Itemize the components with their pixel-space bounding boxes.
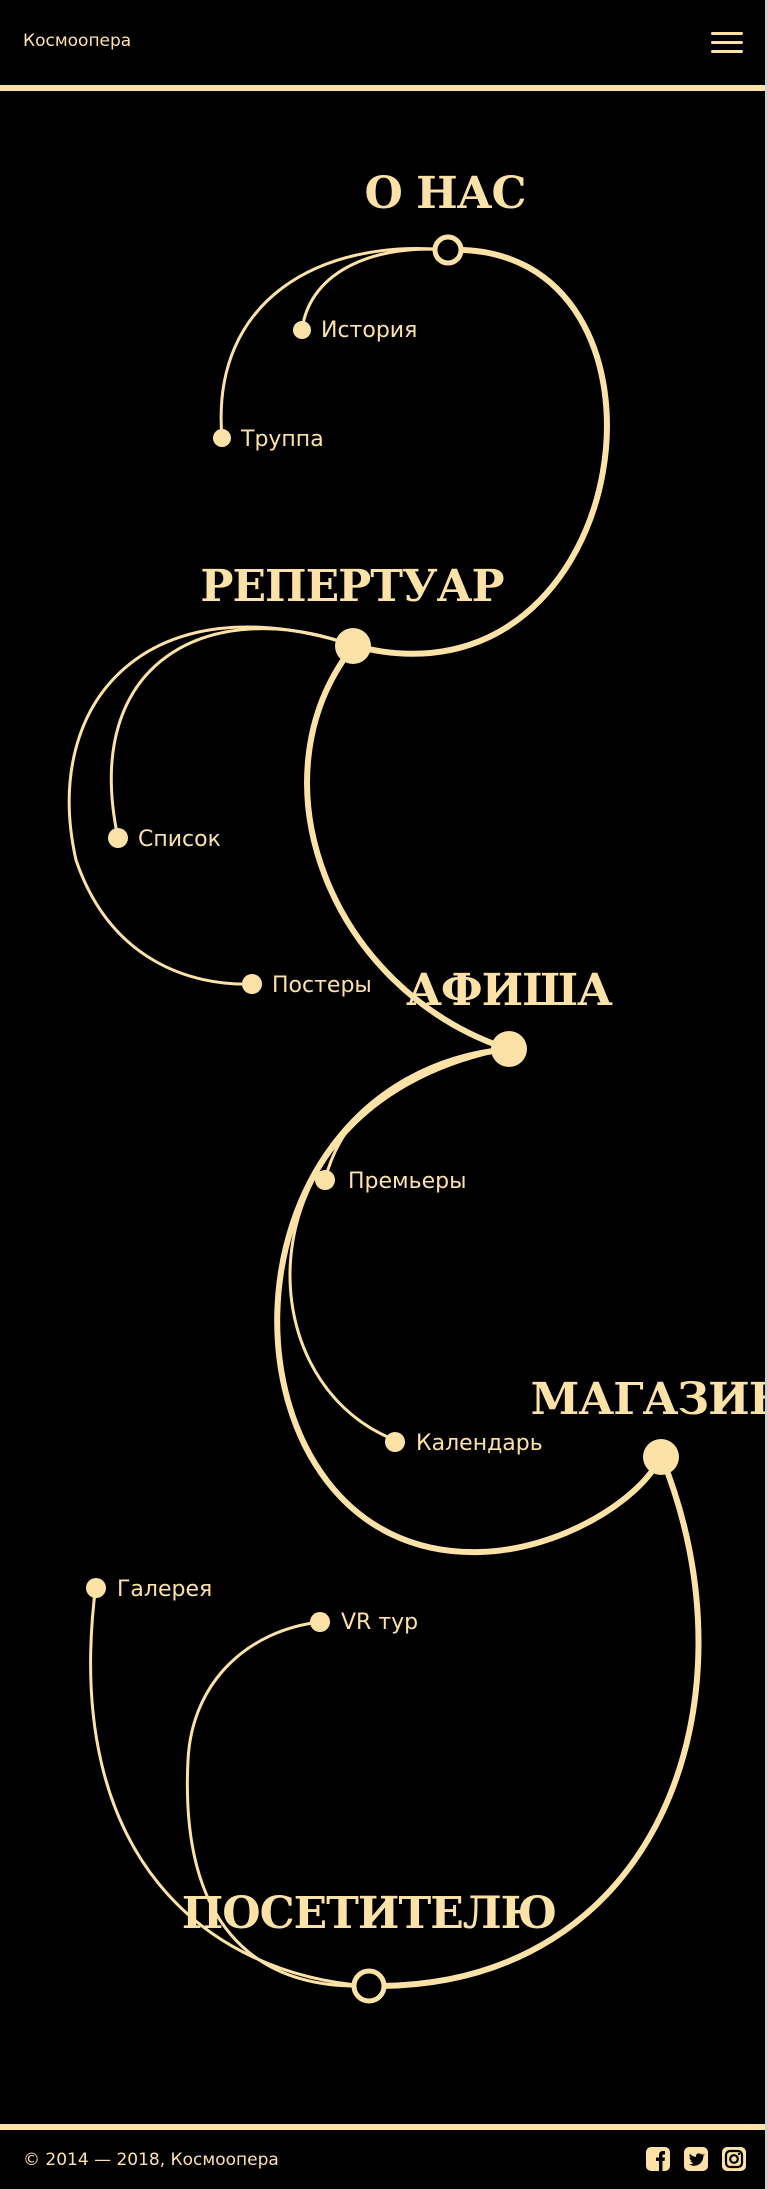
connector-afisha-premery: [323, 1047, 510, 1182]
link-label-kalendar: Календарь: [416, 1431, 543, 1456]
hub-node-o-nas: [432, 234, 464, 266]
connector-magazin-posetitelyu: [367, 1455, 702, 1990]
footer-divider: [0, 2124, 768, 2130]
hub-node-repertuar: [335, 628, 371, 664]
hub-magazin[interactable]: МАГАЗИН: [531, 1374, 768, 1475]
link-dot-truppa: [213, 429, 231, 447]
hub-node-posetitelyu: [351, 1968, 387, 2004]
link-dot-istoriya: [293, 321, 311, 339]
hub-repertuar[interactable]: РЕПЕРТУАР: [200, 561, 505, 664]
link-label-truppa: Труппа: [240, 427, 324, 452]
link-premery[interactable]: Премьеры: [315, 1169, 466, 1194]
hub-label-posetitelyu: ПОСЕТИТЕЛЮ: [182, 1888, 557, 1939]
connector-posetitelyu-vrtur: [185, 1620, 370, 1988]
link-galereya[interactable]: Галерея: [86, 1577, 212, 1602]
site-footer: © 2014 — 2018, Космоопера: [0, 2130, 768, 2189]
hub-node-magazin: [643, 1439, 679, 1475]
link-dot-spisok: [108, 828, 128, 848]
hub-o-nas[interactable]: О НАС: [364, 168, 527, 266]
link-label-spisok: Список: [138, 827, 221, 852]
hub-node-afisha: [491, 1031, 527, 1067]
connector-onas-truppa: [219, 247, 450, 440]
brand-link[interactable]: Космоопера: [23, 31, 132, 51]
connector-repertuar-afisha: [304, 645, 511, 1052]
instagram-icon[interactable]: [721, 2146, 747, 2172]
header-divider: [0, 85, 768, 91]
hub-label-afisha: АФИША: [406, 965, 613, 1016]
link-truppa[interactable]: Труппа: [213, 427, 324, 452]
link-postery[interactable]: Постеры: [242, 973, 372, 998]
connector-repertuar-spisok: [109, 627, 354, 840]
link-label-vr-tur: VR тур: [341, 1610, 418, 1635]
hub-label-o-nas: О НАС: [364, 168, 525, 219]
hub-posetitelyu[interactable]: ПОСЕТИТЕЛЮ: [182, 1888, 557, 2004]
hub-afisha[interactable]: АФИША: [406, 965, 614, 1067]
hamburger-menu-icon[interactable]: [709, 28, 745, 58]
link-vr-tur[interactable]: VR тур: [310, 1610, 418, 1635]
link-dot-vr-tur: [310, 1612, 330, 1632]
link-label-postery: Постеры: [272, 973, 372, 998]
link-dot-postery: [242, 974, 262, 994]
connector-posetitelyu-galereya: [89, 1582, 370, 1988]
copyright-text: © 2014 — 2018, Космоопера: [23, 2150, 279, 2170]
connector-afisha-magazin: [274, 1046, 663, 1556]
link-kalendar[interactable]: Календарь: [385, 1431, 543, 1456]
connector-repertuar-postery: [67, 625, 354, 986]
hub-label-magazin: МАГАЗИН: [531, 1374, 768, 1425]
link-label-galereya: Галерея: [117, 1577, 212, 1602]
connector-afisha-kalendar: [288, 1047, 510, 1442]
connector-onas-repertuar: [352, 246, 610, 657]
link-dot-galereya: [86, 1578, 106, 1598]
facebook-icon[interactable]: [645, 2146, 671, 2172]
link-label-istoriya: История: [321, 318, 417, 343]
link-istoriya[interactable]: История: [293, 318, 417, 343]
link-dot-premery: [315, 1170, 335, 1190]
site-header: Космоопера: [0, 0, 768, 86]
twitter-icon[interactable]: [683, 2146, 709, 2172]
window-edge: [765, 0, 768, 2189]
hub-label-repertuar: РЕПЕРТУАР: [200, 561, 503, 612]
link-dot-kalendar: [385, 1432, 405, 1452]
link-spisok[interactable]: Список: [108, 827, 221, 852]
link-label-premery: Премьеры: [348, 1169, 466, 1194]
